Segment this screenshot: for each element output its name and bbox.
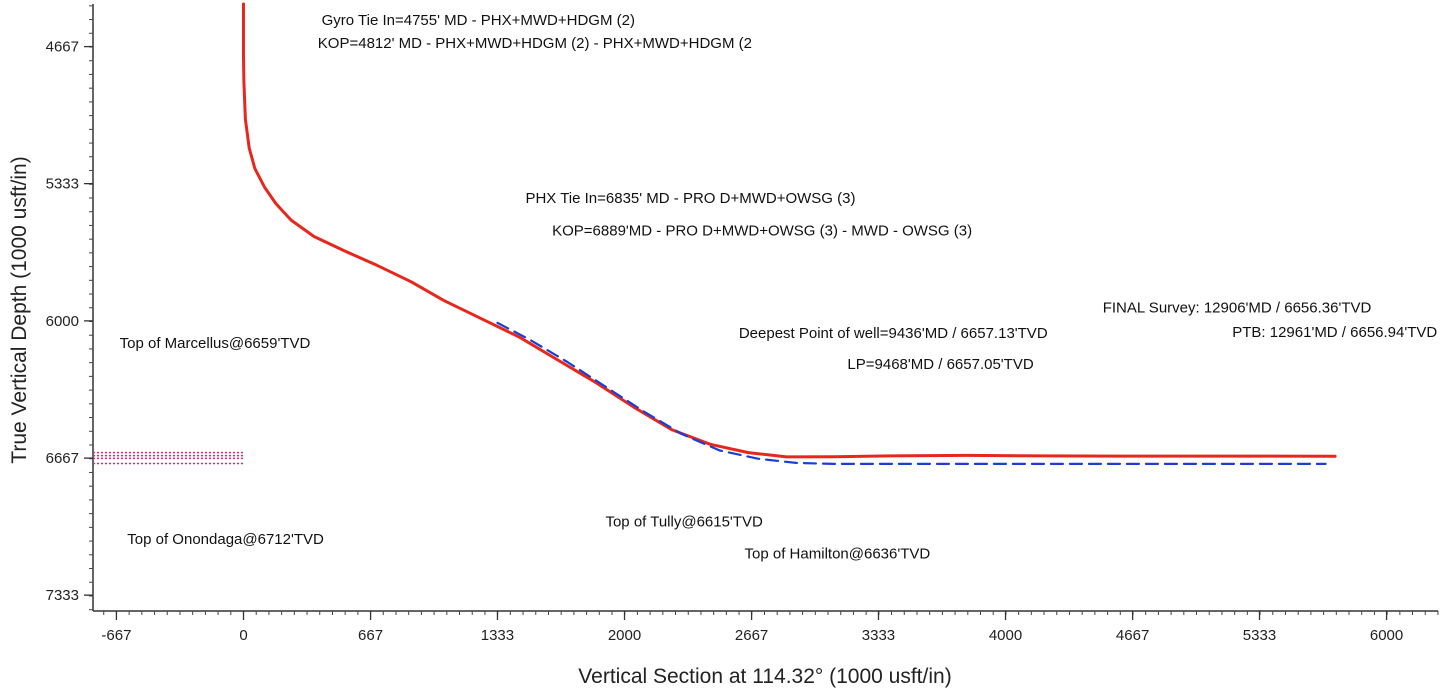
y-tick-label: 6667 <box>46 450 79 467</box>
x-tick-label: 667 <box>358 627 383 644</box>
annotation-label: Top of Hamilton@6636'TVD <box>745 545 931 562</box>
x-axis-title: Vertical Section at 114.32° (1000 usft/i… <box>578 665 951 688</box>
annotation-label: Gyro Tie In=4755' MD - PHX+MWD+HDGM (2) <box>322 12 635 29</box>
x-tick-label: 4667 <box>1116 627 1149 644</box>
actual-well-series-line <box>242 2 1337 459</box>
annotation-label: Deepest Point of well=9436'MD / 6657.13'… <box>739 325 1048 342</box>
x-tick-label: 6000 <box>1370 627 1403 644</box>
x-tick-label: 2667 <box>735 627 768 644</box>
x-tick-label: 5333 <box>1243 627 1276 644</box>
y-tick-label: 5333 <box>46 176 79 193</box>
annotation-label: Top of Onondaga@6712'TVD <box>127 531 324 548</box>
y-axis-title: True Vertical Depth (1000 usft/in) <box>8 156 31 463</box>
x-tick-label: 0 <box>239 627 247 644</box>
x-tick-label: 3333 <box>862 627 895 644</box>
annotation-label: Top of Tully@6615'TVD <box>605 513 762 530</box>
x-tick-label: 4000 <box>989 627 1022 644</box>
annotation-label: PHX Tie In=6835' MD - PRO D+MWD+OWSG (3) <box>525 190 855 207</box>
plan-dashed-series-line <box>496 321 1327 465</box>
annotation-label: PTB: 12961'MD / 6656.94'TVD <box>1232 324 1437 341</box>
annotation-label: KOP=6889'MD - PRO D+MWD+OWSG (3) - MWD -… <box>552 222 972 239</box>
x-tick-label: 2000 <box>608 627 641 644</box>
annotation-label: KOP=4812' MD - PHX+MWD+HDGM (2) - PHX+MW… <box>318 35 752 52</box>
annotation-label: LP=9468'MD / 6657.05'TVD <box>847 356 1033 373</box>
y-tick-label: 7333 <box>46 587 79 604</box>
annotation-label: Top of Marcellus@6659'TVD <box>120 335 311 352</box>
y-tick-label: 6000 <box>46 313 79 330</box>
annotation-label: FINAL Survey: 12906'MD / 6656.36'TVD <box>1103 299 1372 316</box>
x-tick-label: 1333 <box>481 627 514 644</box>
y-tick-label: 4667 <box>46 39 79 56</box>
x-tick-label: -667 <box>101 627 131 644</box>
